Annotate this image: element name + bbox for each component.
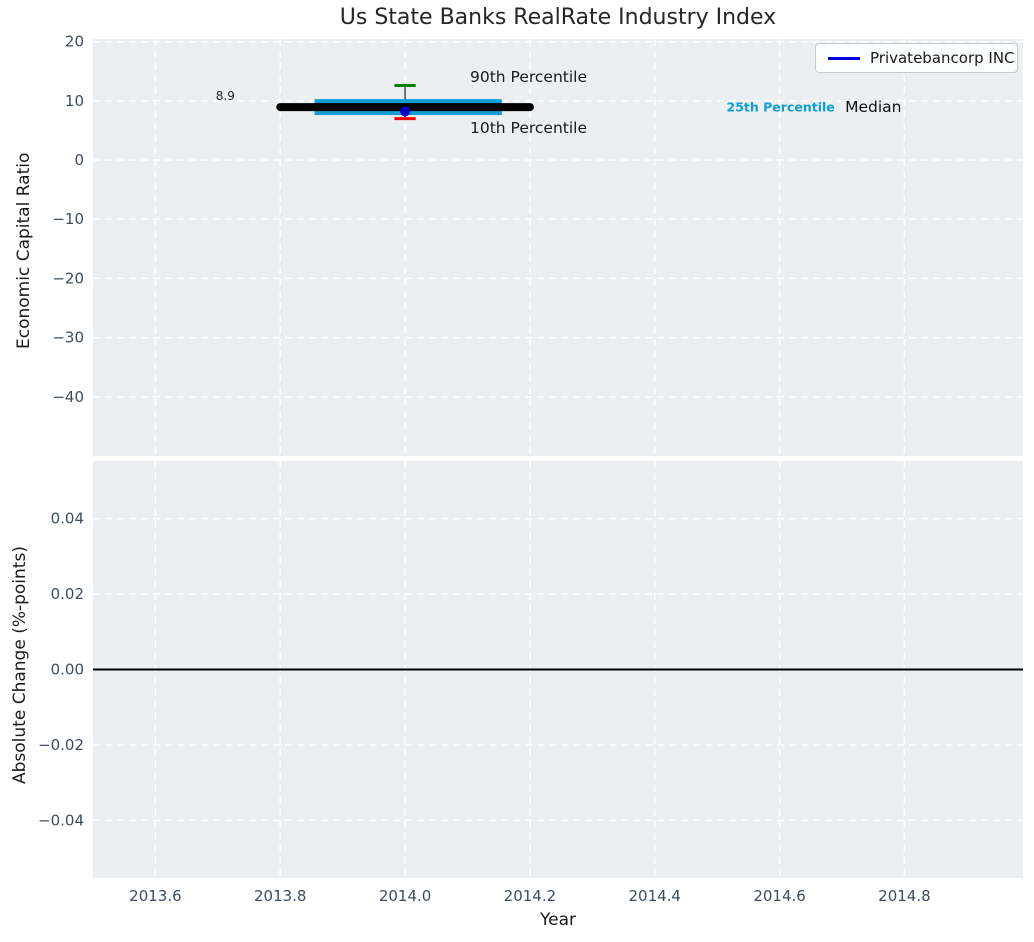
xtick-label: 2014.2 bbox=[504, 887, 557, 905]
annotation-p90-label: 90th Percentile bbox=[470, 68, 587, 86]
y-axis-label-bottom: Absolute Change (%-points) bbox=[10, 546, 30, 785]
ytick-label: 20 bbox=[65, 33, 84, 51]
annotation-value-label: 8.9 bbox=[216, 89, 235, 103]
ytick-label: 10 bbox=[65, 92, 84, 110]
legend-label: Privatebancorp INC bbox=[870, 49, 1015, 67]
xtick-label: 2014.0 bbox=[379, 887, 432, 905]
xtick-label: 2014.4 bbox=[628, 887, 681, 905]
xtick-label: 2014.8 bbox=[878, 887, 931, 905]
xtick-label: 2014.6 bbox=[753, 887, 806, 905]
ytick-label: 0 bbox=[74, 151, 84, 169]
xtick-label: 2013.6 bbox=[129, 887, 182, 905]
ytick-label: −0.02 bbox=[38, 736, 84, 754]
annotation-p10-label: 10th Percentile bbox=[470, 119, 587, 137]
ytick-label: −30 bbox=[52, 329, 84, 347]
ytick-label: −40 bbox=[52, 388, 84, 406]
y-axis-label-top: Economic Capital Ratio bbox=[14, 152, 34, 349]
xtick-label: 2013.8 bbox=[254, 887, 307, 905]
company-marker bbox=[400, 106, 411, 117]
ytick-label: 0.02 bbox=[51, 585, 84, 603]
ytick-label: −20 bbox=[52, 269, 84, 287]
chart-title: Us State Banks RealRate Industry Index bbox=[339, 5, 777, 30]
ytick-label: 0.00 bbox=[51, 661, 84, 679]
plot-area-0 bbox=[93, 39, 1023, 456]
ytick-label: 0.04 bbox=[51, 510, 84, 528]
ytick-label: −0.04 bbox=[38, 811, 84, 829]
annotation-median-label: Median bbox=[845, 98, 901, 116]
annotation-p25-label: 25th Percentile bbox=[727, 99, 835, 114]
ytick-label: −10 bbox=[52, 210, 84, 228]
x-axis-label: Year bbox=[540, 910, 576, 930]
legend: Privatebancorp INC bbox=[815, 43, 1018, 73]
legend-line-swatch bbox=[828, 56, 860, 60]
